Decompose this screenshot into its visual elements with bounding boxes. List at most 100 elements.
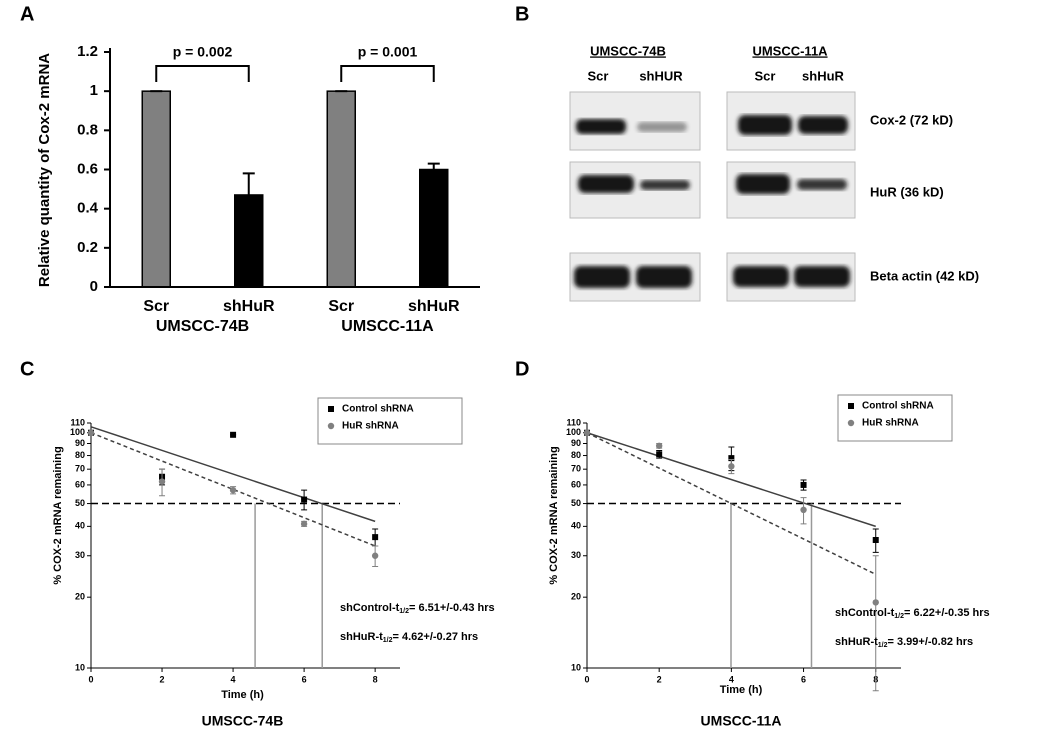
lane-label: shHUR (639, 68, 683, 83)
band (797, 179, 847, 190)
y-tick-label: 70 (75, 464, 85, 474)
fit-line (586, 432, 877, 576)
y-tick-label: 0.8 (77, 121, 98, 138)
data-point (300, 520, 308, 528)
y-tick-label: 80 (571, 450, 581, 460)
annotation-text: shControl-t (340, 602, 400, 614)
protein-label: Beta actin (42 kD) (870, 268, 979, 283)
legend-box (317, 397, 463, 445)
fit-line (90, 426, 376, 523)
band (640, 180, 690, 190)
x-tick-label: Scr (143, 298, 169, 315)
bar (234, 194, 264, 288)
x-tick-label: 0 (88, 674, 93, 684)
half-life-annotation: shControl-t1/2= 6.22+/-0.35 hrs (835, 607, 990, 620)
significance-bracket (340, 65, 435, 82)
y-axis-label: Relative quantity of Cox-2 mRNA (36, 53, 53, 287)
band (733, 266, 789, 287)
y-tick-label: 40 (75, 521, 85, 531)
legend-box (837, 394, 953, 442)
protein-label: Cox-2 (72 kD) (870, 112, 953, 127)
data-point (655, 442, 663, 449)
p-value: p = 0.001 (358, 44, 418, 60)
half-life-annotation: shHuR-t1/2= 3.99+/-0.82 hrs (835, 636, 973, 649)
y-tick-label: 110 (566, 417, 581, 427)
p-value: p = 0.002 (173, 44, 233, 60)
x-tick-label: 8 (373, 674, 378, 684)
bar (326, 90, 356, 288)
x-tick-label: 4 (231, 674, 236, 684)
band (576, 119, 626, 134)
y-tick-label: 90 (571, 438, 581, 448)
annotation-text: = 4.62+/-0.27 hrs (393, 631, 479, 643)
data-point (372, 534, 379, 541)
lane-label: shHuR (802, 68, 845, 83)
annotation-subscript: 1/2 (894, 613, 904, 620)
legend-marker (328, 406, 334, 412)
x-tick-label: shHuR (408, 298, 460, 315)
data-point (229, 486, 237, 494)
legend-marker (847, 419, 855, 427)
data-point (728, 463, 735, 470)
data-point (583, 429, 591, 436)
data-point (800, 506, 807, 514)
subtitle: UMSCC-74B (202, 713, 284, 729)
western-blot: B UMSCC-74B UMSCC-11A Scr shHUR Scr shHu… (515, 3, 979, 302)
y-tick-label: 50 (75, 498, 85, 508)
legend-label: Control shRNA (342, 404, 414, 415)
annotation-text: = 3.99+/-0.82 hrs (888, 636, 974, 648)
x-tick-label: 2 (657, 674, 662, 684)
data-point (230, 431, 237, 438)
x-tick-label: 4 (729, 674, 734, 684)
y-tick-label: 1 (90, 82, 98, 99)
panel-label: B (515, 3, 529, 25)
y-tick-label: 20 (571, 592, 581, 602)
fit-line (586, 432, 876, 528)
fit-line (90, 432, 376, 547)
legend-label: HuR shRNA (342, 421, 399, 432)
legend-label: HuR shRNA (862, 418, 919, 429)
y-tick-label: 10 (571, 662, 581, 672)
annotation-text: = 6.22+/-0.35 hrs (904, 607, 990, 619)
cell-line-label: UMSCC-74B (590, 43, 666, 58)
data-point (728, 455, 735, 462)
panel-label: A (20, 3, 34, 25)
band (636, 266, 692, 288)
annotation-text: shHuR-t (835, 636, 878, 648)
lane-label: Scr (755, 68, 776, 83)
subtitle: UMSCC-11A (701, 713, 782, 729)
data-point (656, 451, 663, 458)
y-tick-label: 60 (75, 479, 85, 489)
annotation-subscript: 1/2 (383, 637, 393, 644)
y-tick-label: 40 (571, 521, 581, 531)
y-tick-label: 30 (75, 550, 85, 560)
data-point (800, 481, 807, 488)
x-tick-label: 2 (160, 674, 165, 684)
y-tick-label: 0.6 (77, 160, 98, 177)
x-axis-label: Time (h) (221, 689, 264, 701)
band (736, 174, 790, 194)
y-tick-label: 100 (70, 427, 85, 437)
y-tick-label: 80 (75, 450, 85, 460)
bar (141, 90, 171, 288)
y-axis-label: % COX-2 mRNA remaining (548, 446, 560, 584)
data-point (87, 429, 95, 436)
y-tick-label: 50 (571, 498, 581, 508)
y-tick-label: 1.2 (77, 43, 98, 60)
half-life-annotation: shControl-t1/2= 6.51+/-0.43 hrs (340, 602, 495, 615)
annotation-text: shControl-t (835, 607, 895, 619)
y-axis-label: % COX-2 mRNA remaining (52, 446, 64, 584)
annotation-text: = 6.51+/-0.43 hrs (409, 602, 495, 614)
cell-line-label: UMSCC-11A (752, 43, 828, 58)
y-tick-label: 0 (90, 278, 98, 295)
data-point (158, 478, 166, 485)
legend-label: Control shRNA (862, 401, 934, 412)
x-tick-label: 6 (302, 674, 307, 684)
band (574, 266, 630, 288)
annotation-subscript: 1/2 (878, 642, 888, 649)
significance-bracket (155, 65, 250, 82)
error-bar (872, 555, 879, 692)
legend-marker (327, 422, 335, 430)
x-axis-label: Time (h) (720, 684, 763, 696)
